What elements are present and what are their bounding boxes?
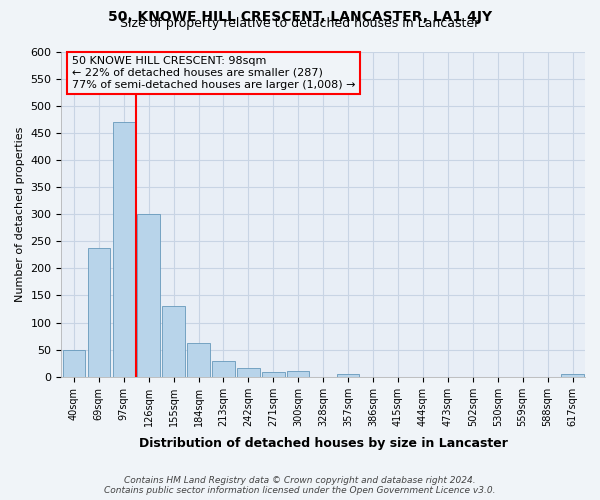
Bar <box>187 342 210 377</box>
Bar <box>113 122 135 377</box>
Bar <box>62 350 85 377</box>
Bar <box>287 372 310 377</box>
Bar <box>262 372 284 377</box>
Bar <box>163 306 185 377</box>
X-axis label: Distribution of detached houses by size in Lancaster: Distribution of detached houses by size … <box>139 437 508 450</box>
Bar <box>212 360 235 377</box>
Bar <box>237 368 260 377</box>
Text: Contains HM Land Registry data © Crown copyright and database right 2024.
Contai: Contains HM Land Registry data © Crown c… <box>104 476 496 495</box>
Bar <box>137 214 160 377</box>
Bar <box>562 374 584 377</box>
Bar <box>337 374 359 377</box>
Text: Size of property relative to detached houses in Lancaster: Size of property relative to detached ho… <box>121 18 479 30</box>
Bar <box>88 248 110 377</box>
Y-axis label: Number of detached properties: Number of detached properties <box>15 126 25 302</box>
Text: 50 KNOWE HILL CRESCENT: 98sqm
← 22% of detached houses are smaller (287)
77% of : 50 KNOWE HILL CRESCENT: 98sqm ← 22% of d… <box>72 56 355 90</box>
Text: 50, KNOWE HILL CRESCENT, LANCASTER, LA1 4JY: 50, KNOWE HILL CRESCENT, LANCASTER, LA1 … <box>108 10 492 24</box>
